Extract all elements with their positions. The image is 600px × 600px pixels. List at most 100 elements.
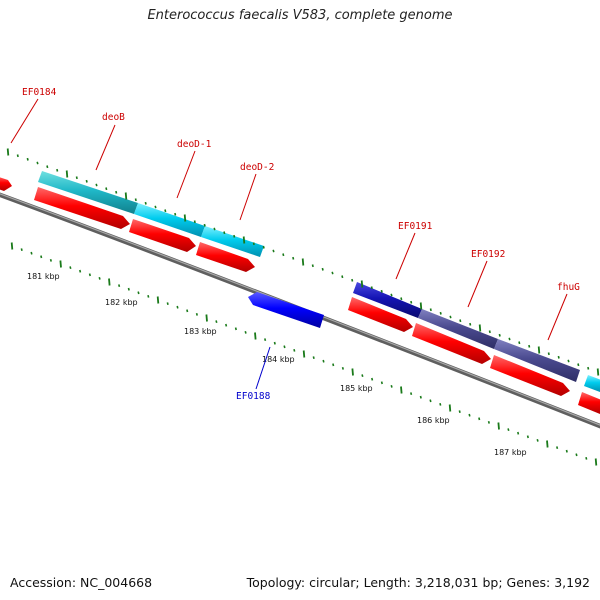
inner-tick: [234, 327, 237, 331]
outer-tick: [311, 264, 314, 268]
map-title: Enterococcus faecalis V583, complete gen…: [147, 8, 453, 23]
outer-tick: [351, 278, 354, 282]
inner-tick: [322, 359, 325, 363]
cog-segment-deod-2: [201, 226, 264, 257]
inner-tick: [487, 421, 490, 424]
outer-tick: [56, 168, 59, 172]
inner-tick: [351, 368, 354, 376]
scale-labels: 181 kbp 182 kbp 183 kbp 184 kbp 185 kbp …: [27, 272, 527, 457]
leader-line-ef0188: [255, 346, 271, 390]
accession-text: Accession: NC_004668: [10, 575, 153, 590]
outer-tick: [587, 366, 590, 370]
cog-segment-ef0192: [418, 309, 498, 349]
inner-tick: [205, 314, 208, 322]
outer-tick: [85, 179, 88, 183]
inner-tick: [497, 422, 500, 430]
outer-tick: [213, 227, 216, 231]
gene-label-ef0191: EF0191: [398, 221, 433, 232]
tick-label-184: 184 kbp: [262, 355, 295, 364]
outer-tick: [528, 344, 531, 348]
outer-tick: [124, 192, 128, 200]
outer-tick: [174, 212, 177, 216]
inner-tick: [536, 439, 539, 442]
gene-label-deod-2: deoD-2: [240, 162, 274, 173]
inner-tick: [88, 273, 91, 277]
inner-tick: [575, 453, 578, 457]
inner-tick: [546, 440, 549, 448]
scale-ticks: [6, 148, 600, 466]
topology-text: Topology: circular; Length: 3,218,031 bp…: [246, 575, 590, 590]
gene-labels: EF0184 deoB deoD-1 deoD-2 EF0191 EF0192 …: [10, 87, 580, 402]
outer-tick: [183, 214, 187, 222]
inner-tick: [468, 413, 471, 417]
outer-tick: [46, 165, 49, 169]
outer-tick: [242, 236, 246, 244]
forward-strand-track: [0, 177, 600, 414]
leader-line-deod-1: [176, 150, 196, 199]
inner-tick: [585, 457, 588, 460]
inner-tick: [458, 410, 461, 413]
outer-tick: [144, 201, 147, 205]
inner-tick: [361, 374, 364, 377]
outer-tick: [439, 311, 442, 315]
outer-tick: [459, 319, 462, 323]
outer-tick: [360, 280, 364, 288]
inner-tick: [10, 242, 14, 250]
outer-tick: [26, 157, 29, 161]
outer-tick: [596, 368, 600, 376]
leader-line-deob: [95, 124, 116, 171]
cds-arrow-ef0188: [248, 292, 324, 328]
outer-tick: [469, 322, 472, 326]
outer-tick: [203, 223, 206, 227]
outer-tick: [6, 148, 10, 156]
tick-label-185: 185 kbp: [340, 384, 373, 393]
tick-label-187: 187 kbp: [494, 448, 527, 457]
inner-tick: [264, 338, 267, 341]
leader-line-ef0191: [395, 232, 416, 280]
inner-tick: [400, 386, 403, 394]
gene-label-deod-1: deoD-1: [177, 139, 212, 150]
outer-tick: [518, 341, 521, 345]
outer-tick: [390, 293, 393, 297]
inner-tick: [20, 248, 23, 251]
gene-label-ef0184: EF0184: [22, 87, 57, 98]
inner-tick: [380, 381, 383, 385]
cog-ring: [38, 171, 600, 392]
outer-tick: [419, 302, 423, 310]
inner-tick: [371, 377, 374, 381]
outer-tick: [410, 300, 413, 304]
outer-tick: [488, 330, 491, 334]
inner-tick: [419, 395, 422, 399]
outer-tick: [75, 176, 78, 180]
inner-tick: [176, 305, 179, 309]
inner-tick: [565, 449, 568, 453]
outer-tick: [449, 315, 452, 319]
outer-tick: [429, 308, 432, 312]
inner-tick: [137, 291, 140, 295]
tick-label-183: 183 kbp: [184, 327, 217, 336]
outer-tick: [498, 333, 501, 337]
tick-label-182: 182 kbp: [105, 298, 138, 307]
outer-tick: [567, 359, 570, 363]
inner-tick: [526, 435, 529, 439]
outer-tick: [134, 198, 137, 202]
inner-tick: [69, 266, 72, 269]
outer-tick: [16, 154, 19, 158]
outer-tick: [272, 249, 275, 253]
inner-tick: [283, 345, 286, 349]
outer-tick: [282, 253, 285, 257]
cds-arrow-deod-2: [196, 242, 255, 272]
gene-label-ef0192: EF0192: [471, 249, 505, 260]
outer-tick: [95, 183, 98, 187]
gene-label-fhug: fhuG: [557, 282, 580, 293]
gene-label-deob: deoB: [102, 112, 125, 123]
inner-tick: [40, 255, 43, 259]
inner-tick: [49, 259, 52, 262]
inner-tick: [215, 320, 218, 323]
outer-tick: [400, 297, 403, 301]
outer-tick: [65, 170, 69, 178]
outer-tick: [331, 271, 334, 275]
outer-tick: [36, 161, 39, 165]
outer-tick: [233, 234, 236, 238]
